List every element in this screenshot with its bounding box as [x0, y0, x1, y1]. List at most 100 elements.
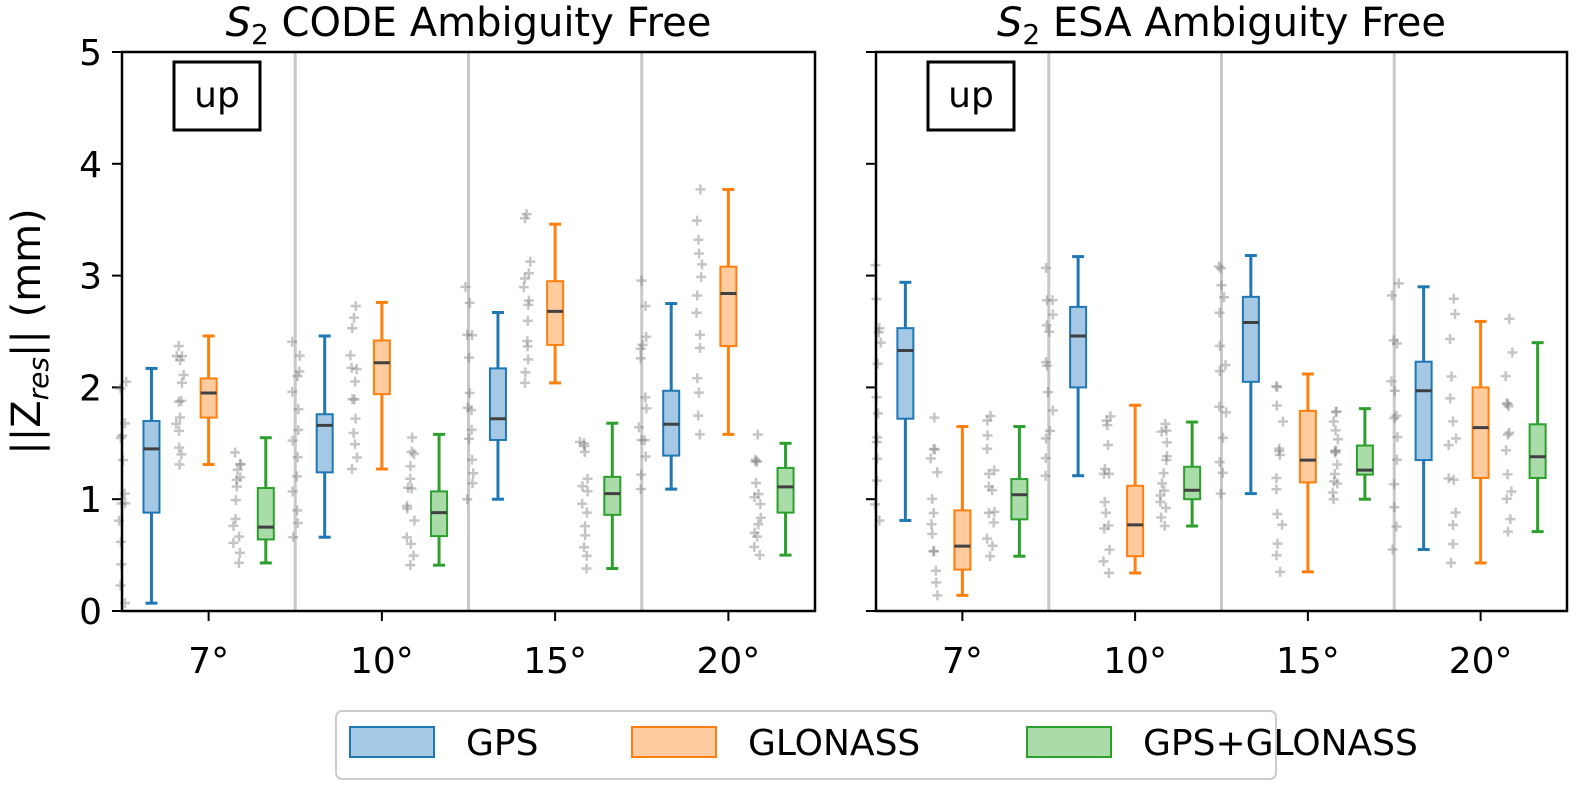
scatter-point	[1391, 410, 1402, 421]
box-body	[1414, 360, 1433, 462]
scatter-point	[1502, 429, 1513, 440]
box-gps-glonass	[1010, 425, 1029, 558]
scatter-point	[460, 281, 471, 292]
scatter-point	[1098, 468, 1109, 479]
scatter-point	[1274, 449, 1285, 460]
scatter-point	[1098, 556, 1109, 567]
box-gps	[1241, 253, 1260, 496]
scatter-point	[928, 546, 939, 557]
scatter-point	[519, 377, 530, 388]
scatter-point	[1042, 387, 1053, 398]
scatter-point	[1216, 280, 1227, 291]
scatter-point	[402, 503, 413, 514]
scatter-point	[350, 439, 361, 450]
scatter-point	[692, 290, 703, 301]
scatter-point	[635, 484, 646, 495]
scatter-point	[408, 550, 419, 561]
scatter-point	[875, 337, 886, 348]
scatter-point	[1507, 347, 1518, 358]
scatter-point	[288, 532, 299, 543]
panel-title: S2 CODE Ambiguity Free	[226, 0, 712, 51]
scatter-point	[752, 456, 763, 467]
scatter-point	[405, 560, 416, 571]
scatter-point	[694, 248, 705, 259]
scatter-point	[928, 507, 939, 518]
y-tick-label: 1	[79, 480, 102, 521]
box-body	[1298, 409, 1317, 484]
scatter-point	[1502, 398, 1513, 409]
scatter-point	[1504, 427, 1515, 438]
box-gps	[315, 334, 334, 539]
box-body	[776, 466, 795, 514]
scatter-point	[178, 370, 189, 381]
box-body	[1471, 386, 1490, 479]
scatter-point	[462, 329, 473, 340]
scatter-point	[582, 486, 593, 497]
scatter-point	[1215, 488, 1226, 499]
y-tick-label: 0	[79, 592, 102, 633]
scatter-point	[1391, 521, 1402, 532]
scatter-point	[1156, 512, 1167, 523]
scatter-point	[171, 351, 182, 362]
axes-frame	[120, 50, 817, 613]
scatter-point	[989, 506, 1000, 517]
scatter-point	[1214, 307, 1225, 318]
box-glonass	[1126, 403, 1145, 575]
scatter-point	[1505, 514, 1516, 525]
box-gps-glonass	[1355, 407, 1374, 501]
scatter-point	[752, 429, 763, 440]
scatter-point	[467, 478, 478, 489]
scatter-point	[1104, 468, 1115, 479]
scatter-point	[401, 532, 412, 543]
annotation-box	[926, 60, 1016, 132]
scatter-point	[1277, 416, 1288, 427]
scatter-point	[174, 459, 185, 470]
scatter-point	[1389, 502, 1400, 513]
scatter-point	[1328, 416, 1339, 427]
scatter-point	[1047, 295, 1058, 306]
scatter-point	[230, 447, 241, 458]
scatter-point	[522, 315, 533, 326]
scatter-point	[1446, 557, 1457, 568]
scatter-point	[294, 350, 305, 361]
scatter-point	[1446, 371, 1457, 382]
scatter-point	[176, 449, 187, 460]
scatter-point	[637, 339, 648, 350]
x-tick-label: 7°	[188, 641, 229, 682]
scatter-point	[287, 386, 298, 397]
scatter-point	[1277, 519, 1288, 530]
scatter-point	[694, 329, 705, 340]
title-subscript: 2	[251, 18, 269, 51]
box-body	[1126, 484, 1145, 558]
box-body	[546, 280, 565, 346]
scatter-point	[115, 580, 126, 591]
scatter-point	[232, 464, 243, 475]
scatter-point	[579, 521, 590, 532]
scatter-point	[407, 432, 418, 443]
scatter-point	[1161, 425, 1172, 436]
scatter-point	[639, 435, 650, 446]
scatter-point	[982, 533, 993, 544]
scatter-point	[520, 213, 531, 224]
title-text: CODE Ambiguity Free	[269, 0, 712, 46]
scatter-point	[641, 331, 652, 342]
scatter-point	[462, 494, 473, 505]
scatter-point	[928, 444, 939, 455]
scatter-point	[349, 394, 360, 405]
scatter-point	[694, 429, 705, 440]
scatter-point	[1330, 425, 1341, 436]
scatter-point	[754, 550, 765, 561]
scatter-point	[176, 395, 187, 406]
scatter-point	[347, 323, 358, 334]
scatter-point	[1161, 437, 1172, 448]
box-gps-glonass	[1528, 341, 1547, 534]
scatter-point	[1332, 478, 1343, 489]
legend: GPS GLONASS GPS+GLONASS	[335, 710, 1418, 780]
scatter-point	[1271, 550, 1282, 561]
scatter-point	[1328, 494, 1339, 505]
scatter-point	[577, 481, 588, 492]
scatter-point	[694, 342, 705, 353]
scatter-point	[468, 468, 479, 479]
scatter-point	[1450, 507, 1461, 518]
scatter-point	[755, 512, 766, 523]
